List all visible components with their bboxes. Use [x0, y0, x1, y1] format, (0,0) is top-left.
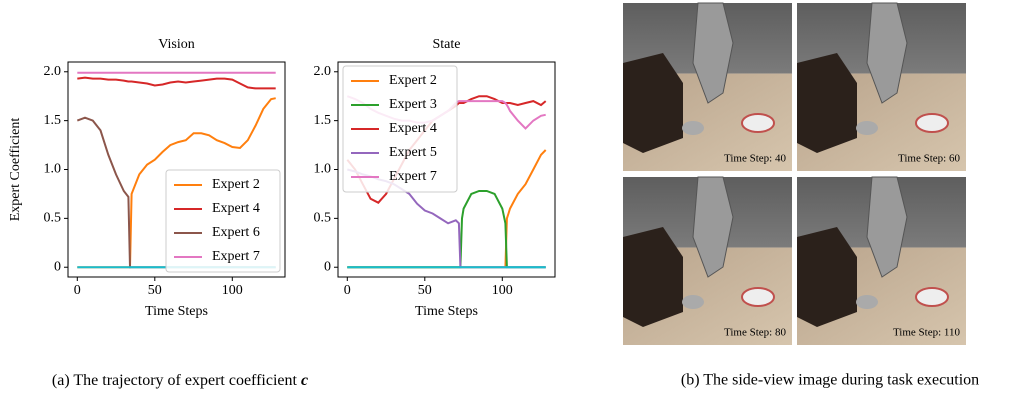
- photo-plate: [741, 113, 775, 133]
- time-step-label: Time Step: 110: [893, 327, 961, 339]
- x-axis-title: Time Steps: [415, 304, 478, 319]
- photo-robot: [692, 2, 734, 104]
- photo-drawer: [623, 53, 683, 153]
- x-tick-label: 100: [222, 283, 243, 298]
- x-tick-label: 0: [74, 283, 81, 298]
- photo-bowl: [856, 121, 878, 135]
- photo-bowl: [856, 295, 878, 309]
- photo-robot: [692, 176, 734, 278]
- photo-drawer: [797, 227, 857, 327]
- y-tick-label: 0.5: [314, 211, 332, 226]
- y-axis-title: Expert Coefficient: [8, 118, 23, 222]
- legend-label: Expert 5: [389, 145, 437, 160]
- time-step-label: Time Step: 80: [724, 327, 786, 339]
- legend-label: Expert 6: [212, 225, 260, 240]
- x-tick-label: 0: [344, 283, 351, 298]
- caption: (a) The trajectory of expert coefficient…: [52, 372, 308, 389]
- caption-text: (a) The trajectory of expert coefficient: [52, 372, 298, 389]
- y-tick-label: 1.5: [314, 113, 332, 128]
- y-tick-label: 2.0: [44, 64, 62, 79]
- photo-drawer: [623, 227, 683, 327]
- y-tick-label: 0.5: [44, 211, 62, 226]
- caption-symbol: c: [301, 372, 308, 389]
- chart-title: State: [433, 37, 461, 52]
- legend-label: Expert 3: [389, 97, 437, 112]
- axes-frame: [67, 61, 286, 278]
- x-tick-label: 50: [418, 283, 432, 298]
- time-step-label: Time Step: 40: [724, 153, 786, 165]
- legend-box: [342, 65, 458, 193]
- photo-grid: Time Step: 40 Time Step: 60 Time Step: 80 T…: [623, 2, 966, 345]
- time-step-label: Time Step: 60: [898, 153, 960, 165]
- photo-plate: [741, 287, 775, 307]
- chart-title: Vision: [158, 37, 195, 52]
- legend-box: [165, 169, 281, 273]
- photo-robot: [866, 176, 908, 278]
- y-tick-label: 1.0: [44, 162, 62, 177]
- x-axis-title: Time Steps: [145, 304, 208, 319]
- photo-robot: [866, 2, 908, 104]
- photo-plate: [915, 287, 949, 307]
- axes-frame: [337, 61, 556, 278]
- photo-bowl: [682, 121, 704, 135]
- photo-plate: [915, 113, 949, 133]
- y-tick-label: 0: [324, 259, 331, 274]
- legend-label: Expert 2: [212, 177, 260, 192]
- caption: (b) The side-view image during task exec…: [681, 372, 979, 389]
- x-tick-label: 100: [492, 283, 513, 298]
- legend-label: Expert 2: [389, 73, 437, 88]
- legend-label: Expert 4: [389, 121, 437, 136]
- x-tick-label: 50: [148, 283, 162, 298]
- y-tick-label: 1.0: [314, 162, 332, 177]
- series-line: [77, 76, 276, 90]
- y-tick-label: 2.0: [314, 64, 332, 79]
- y-tick-label: 0: [54, 259, 61, 274]
- photo-bowl: [682, 295, 704, 309]
- legend-label: Expert 4: [212, 201, 260, 216]
- legend-label: Expert 7: [389, 169, 437, 184]
- legend-label: Expert 7: [212, 249, 260, 264]
- photo-drawer: [797, 53, 857, 153]
- y-tick-label: 1.5: [44, 113, 62, 128]
